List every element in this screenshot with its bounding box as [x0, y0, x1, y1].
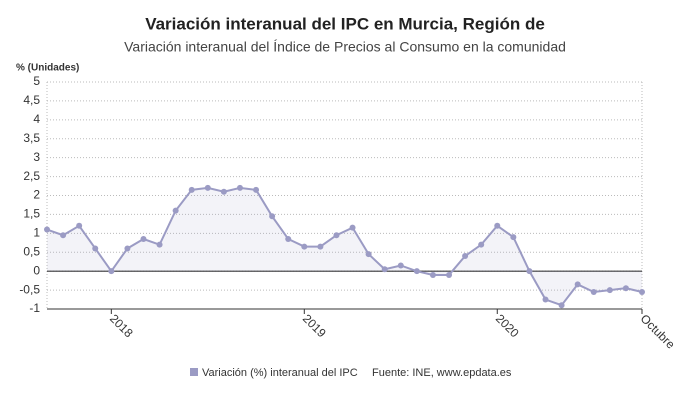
- y-tick-label: -0,5: [19, 282, 40, 296]
- y-tick-label: 3: [33, 150, 40, 164]
- x-tick-label: 2019: [300, 311, 329, 340]
- point: [124, 245, 131, 252]
- y-axis-label: % (Unidades): [16, 63, 79, 74]
- point: [156, 241, 163, 248]
- point: [590, 288, 597, 295]
- point: [622, 285, 629, 292]
- y-tick-label: 0,5: [23, 244, 40, 258]
- chart-subtitle: Variación interanual del Índice de Preci…: [124, 39, 566, 55]
- point: [301, 243, 308, 250]
- point: [639, 288, 645, 295]
- point: [204, 184, 211, 191]
- point: [478, 241, 485, 248]
- point: [510, 234, 517, 241]
- y-tick-label: 0: [33, 263, 40, 277]
- point: [413, 268, 420, 275]
- point: [381, 266, 388, 273]
- y-tick-label: -1: [29, 301, 40, 315]
- point: [172, 207, 179, 214]
- point: [92, 245, 99, 252]
- source: Fuente: INE, www.epdata.es: [372, 367, 512, 379]
- point: [188, 186, 195, 193]
- point: [317, 243, 324, 250]
- point: [333, 232, 340, 239]
- y-tick-label: 1,5: [23, 207, 40, 221]
- y-tick-label: 5: [33, 74, 40, 88]
- chart-title: Variación interanual del IPC en Murcia, …: [145, 14, 545, 33]
- point: [220, 188, 227, 195]
- point: [462, 253, 469, 260]
- point: [542, 296, 549, 303]
- y-tick-label: 1: [33, 226, 40, 240]
- x-tick-label: 2018: [107, 311, 136, 340]
- x-tick-label: Octubre: [638, 311, 678, 351]
- point: [140, 236, 147, 243]
- point: [397, 262, 404, 269]
- point: [44, 226, 50, 233]
- point: [494, 222, 501, 229]
- point: [365, 251, 372, 258]
- y-tick-label: 2: [33, 188, 40, 202]
- y-tick-label: 4: [33, 112, 40, 126]
- point: [76, 222, 83, 229]
- point: [526, 268, 533, 275]
- point: [269, 213, 276, 220]
- point: [285, 236, 292, 243]
- point: [349, 224, 356, 231]
- series-area: [47, 187, 642, 306]
- point: [429, 271, 436, 278]
- y-tick-label: 2,5: [23, 169, 40, 183]
- x-tick-label: 2020: [493, 311, 522, 340]
- legend-label: Variación (%) interanual del IPC: [202, 367, 358, 379]
- point: [108, 268, 115, 275]
- point: [606, 287, 613, 294]
- point: [60, 232, 67, 239]
- y-tick-label: 4,5: [23, 93, 40, 107]
- point: [574, 281, 581, 288]
- point: [236, 184, 243, 191]
- point: [253, 186, 260, 193]
- point: [446, 271, 453, 278]
- y-tick-label: 3,5: [23, 131, 40, 145]
- point: [558, 302, 565, 309]
- legend-marker: [190, 368, 198, 376]
